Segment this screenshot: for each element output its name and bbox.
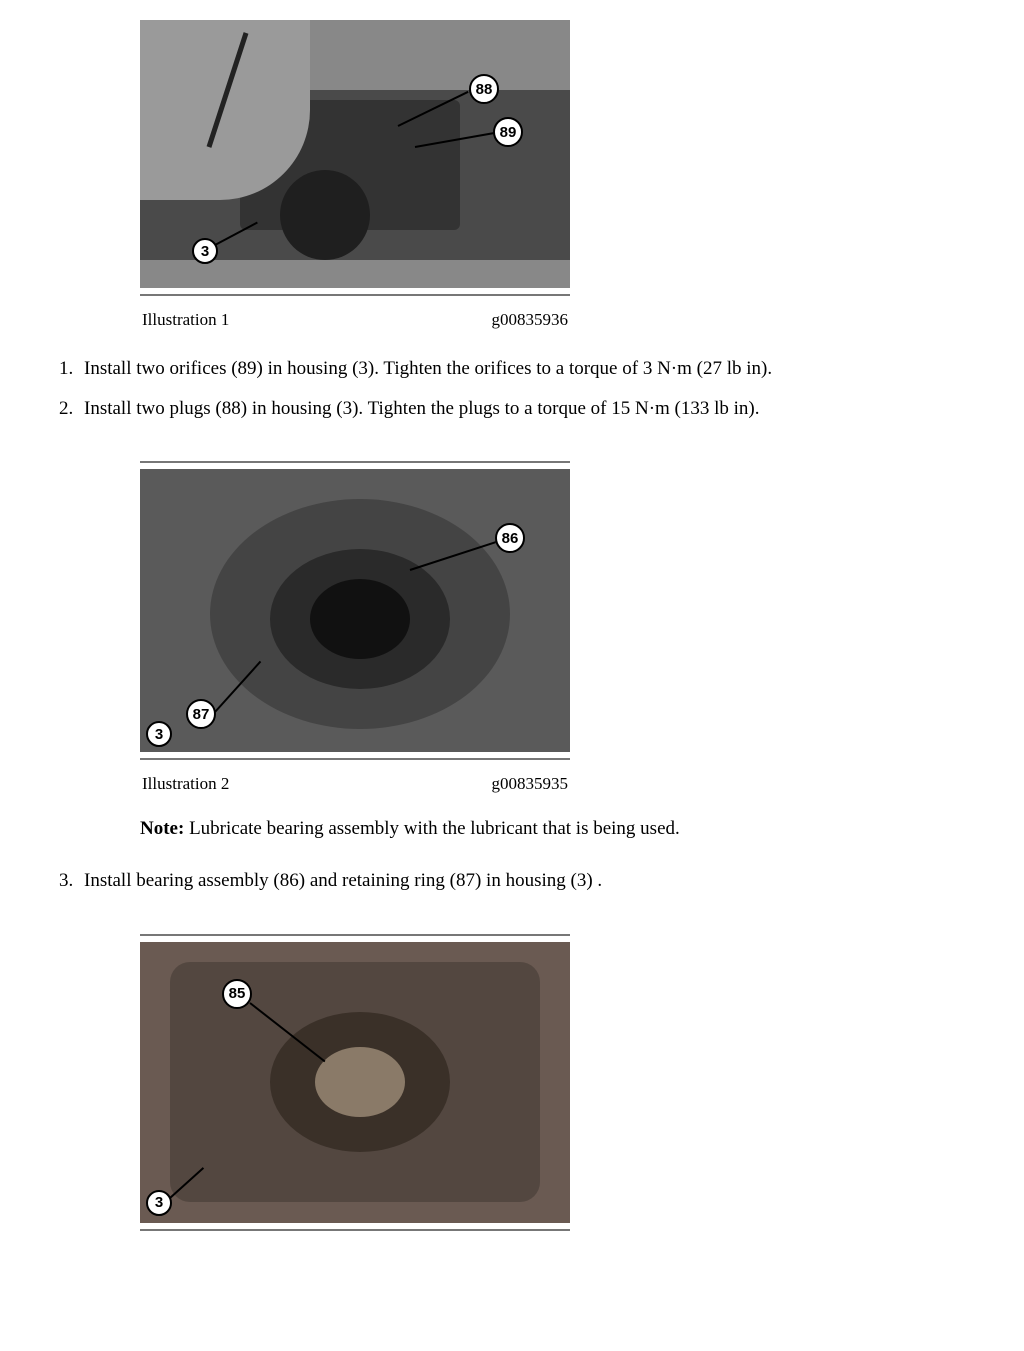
figure-2-caption-left: Illustration 2: [142, 774, 229, 794]
note-text: Lubricate bearing assembly with the lubr…: [189, 818, 680, 839]
callout-3-fig3: 3: [146, 1190, 172, 1216]
figure-1-caption-left: Illustration 1: [142, 310, 229, 330]
figure-1-caption-right: g00835936: [492, 310, 569, 330]
figure-1: 88 89 3 Illustration 1 g00835936: [140, 20, 570, 330]
figure-3: 85 3: [140, 934, 570, 1231]
figure-2: 86 87 3 Illustration 2 g00835935: [140, 461, 570, 794]
step-2: Install two plugs (88) in housing (3). T…: [78, 396, 994, 422]
callout-3: 3: [192, 238, 218, 264]
step-1: Install two orifices (89) in housing (3)…: [78, 356, 994, 382]
figure-3-image: 85 3: [140, 942, 570, 1223]
callout-88: 88: [469, 74, 499, 104]
steps-list-a: Install two orifices (89) in housing (3)…: [30, 356, 994, 421]
callout-89: 89: [493, 117, 523, 147]
steps-list-b: Install bearing assembly (86) and retain…: [30, 868, 994, 894]
figure-2-caption-right: g00835935: [492, 774, 569, 794]
figure-1-image: 88 89 3: [140, 20, 570, 288]
step-3: Install bearing assembly (86) and retain…: [78, 868, 994, 894]
note-block: Note: Lubricate bearing assembly with th…: [140, 816, 994, 842]
note-label: Note:: [140, 818, 189, 839]
callout-85: 85: [222, 979, 252, 1009]
figure-2-image: 86 87 3: [140, 469, 570, 752]
